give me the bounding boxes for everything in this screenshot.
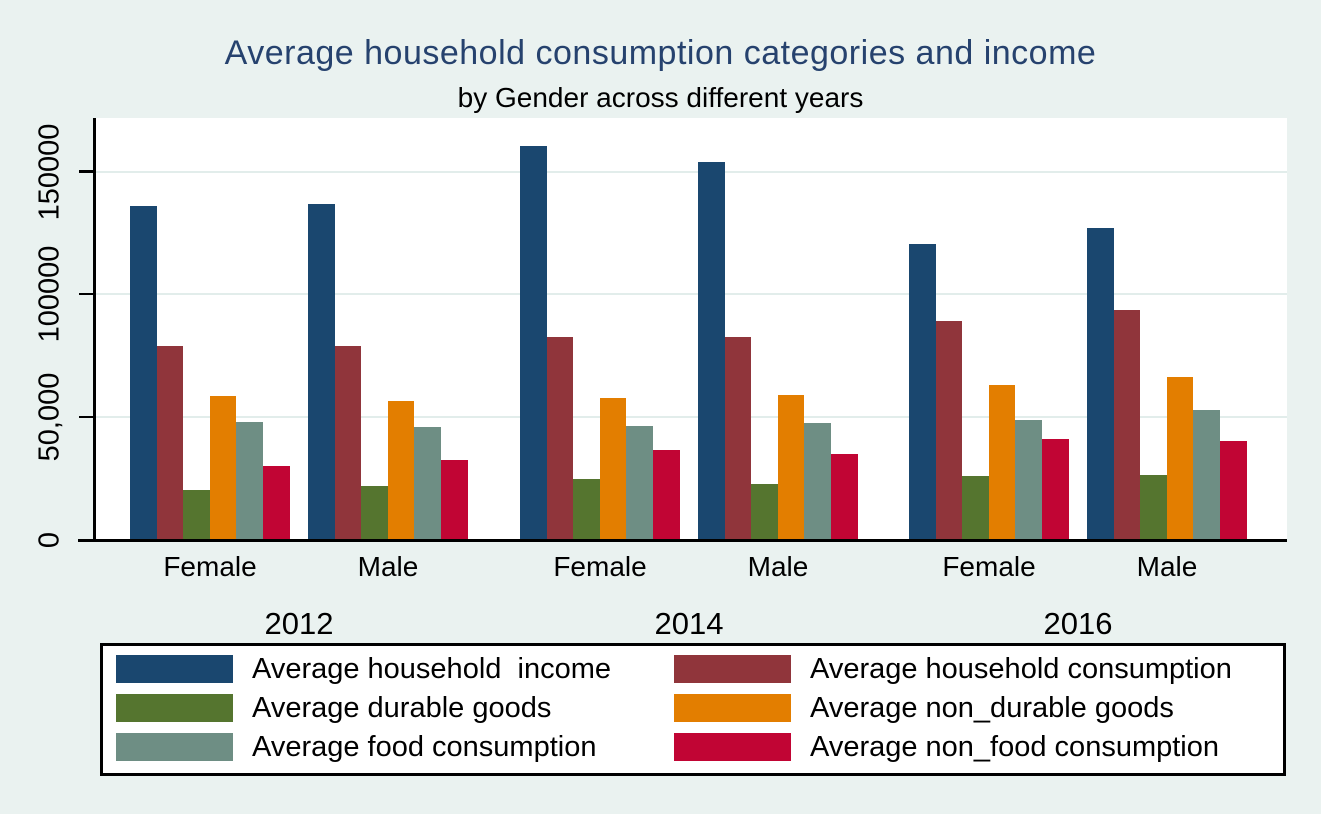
bar-2016-male-s1 — [1113, 310, 1141, 540]
legend-item-non-food-consumption: Average non_food consumption — [674, 730, 1283, 763]
plot-area — [95, 118, 1287, 540]
bar-2012-male-s2 — [361, 485, 388, 540]
category-label-2016-male: Male — [1136, 551, 1198, 582]
legend-item-non-durable-goods: Average non_durable goods — [674, 691, 1283, 724]
bar-2014-male-s3 — [777, 395, 805, 540]
bar-2012-male-s0 — [308, 203, 335, 540]
legend-swatch-non-durable-goods — [674, 694, 791, 722]
year-label-2012: 2012 — [264, 606, 334, 641]
bar-2012-male-s1 — [334, 345, 362, 540]
y-tick-50000 — [79, 415, 93, 419]
bar-2012-male-s4 — [414, 427, 441, 540]
gridline-100000 — [95, 293, 1287, 296]
bar-2014-male-s4 — [804, 423, 831, 540]
legend-item-household-income: Average household income — [116, 652, 674, 685]
category-label-2014-female: Female — [553, 551, 647, 582]
y-tick-0 — [79, 538, 93, 541]
legend-swatch-non-food-consumption — [674, 733, 791, 761]
legend-item-household-consumption: Average household consumption — [674, 652, 1283, 685]
legend-swatch-food-consumption — [116, 733, 233, 761]
legend-swatch-durable-goods — [116, 694, 233, 722]
bar-2014-female-s5 — [653, 450, 680, 540]
legend-swatch-household-consumption — [674, 655, 791, 683]
bar-2016-male-s5 — [1220, 440, 1247, 540]
y-tick-label-0: 0 — [33, 531, 66, 549]
bar-2012-female-s2 — [183, 489, 210, 540]
year-label-2014: 2014 — [654, 606, 724, 641]
year-label-2016: 2016 — [1043, 606, 1113, 641]
category-label-2012-male: Male — [357, 551, 419, 582]
bar-2012-female-s0 — [130, 205, 157, 540]
bar-2016-female-s4 — [1015, 419, 1042, 540]
category-label-2014-male: Male — [747, 551, 809, 582]
legend-label-food-consumption: Average food consumption — [252, 730, 597, 763]
legend: Average household income Average househo… — [100, 643, 1286, 776]
bar-2014-female-s1 — [546, 337, 574, 540]
gridline-50000 — [95, 416, 1287, 419]
y-tick-100000 — [79, 292, 93, 296]
bar-2016-male-s3 — [1166, 376, 1194, 540]
bar-2014-male-s1 — [724, 337, 752, 540]
legend-swatch-household-income — [116, 655, 233, 683]
bar-2016-female-s5 — [1042, 439, 1069, 540]
bar-2012-female-s3 — [209, 396, 237, 540]
bar-2016-female-s0 — [909, 244, 936, 540]
bar-2014-male-s0 — [698, 161, 725, 540]
bar-2016-female-s3 — [988, 385, 1016, 540]
bar-2014-female-s4 — [626, 425, 653, 540]
bar-2016-male-s2 — [1140, 474, 1167, 540]
bar-2016-female-s2 — [962, 476, 989, 540]
legend-label-durable-goods: Average durable goods — [252, 691, 552, 724]
chart-subtitle: by Gender across different years — [457, 82, 864, 113]
legend-label-non-food-consumption: Average non_food consumption — [810, 730, 1219, 763]
y-axis-line — [93, 118, 96, 540]
bar-2016-male-s0 — [1087, 228, 1114, 540]
bar-2012-female-s4 — [236, 422, 263, 540]
y-tick-label-50000: 50,000 — [33, 372, 66, 462]
bar-2016-female-s1 — [935, 321, 963, 540]
x-axis-line — [78, 538, 1287, 542]
legend-label-household-income: Average household income — [252, 652, 611, 685]
bar-2012-female-s1 — [156, 345, 184, 540]
bar-2012-female-s5 — [263, 466, 290, 540]
bar-2012-male-s3 — [387, 401, 415, 540]
bar-2012-male-s5 — [441, 460, 468, 540]
bar-2014-female-s3 — [599, 397, 627, 540]
y-tick-label-100000: 100000 — [33, 246, 66, 343]
legend-label-household-consumption: Average household consumption — [810, 652, 1232, 685]
bar-2014-female-s0 — [520, 145, 547, 540]
bar-2014-male-s5 — [831, 454, 858, 540]
y-tick-label-150000: 150000 — [33, 123, 66, 220]
bar-2014-male-s2 — [751, 483, 778, 540]
y-tick-150000 — [79, 170, 93, 173]
bar-2014-female-s2 — [573, 478, 600, 540]
chart-title: Average household consumption categories… — [224, 34, 1097, 72]
gridline-150000 — [95, 170, 1287, 173]
category-label-2016-female: Female — [942, 551, 1036, 582]
category-label-2012-female: Female — [163, 551, 257, 582]
legend-label-non-durable-goods: Average non_durable goods — [810, 691, 1174, 724]
bar-2016-male-s4 — [1193, 409, 1220, 540]
legend-item-durable-goods: Average durable goods — [116, 691, 674, 724]
legend-item-food-consumption: Average food consumption — [116, 730, 674, 763]
